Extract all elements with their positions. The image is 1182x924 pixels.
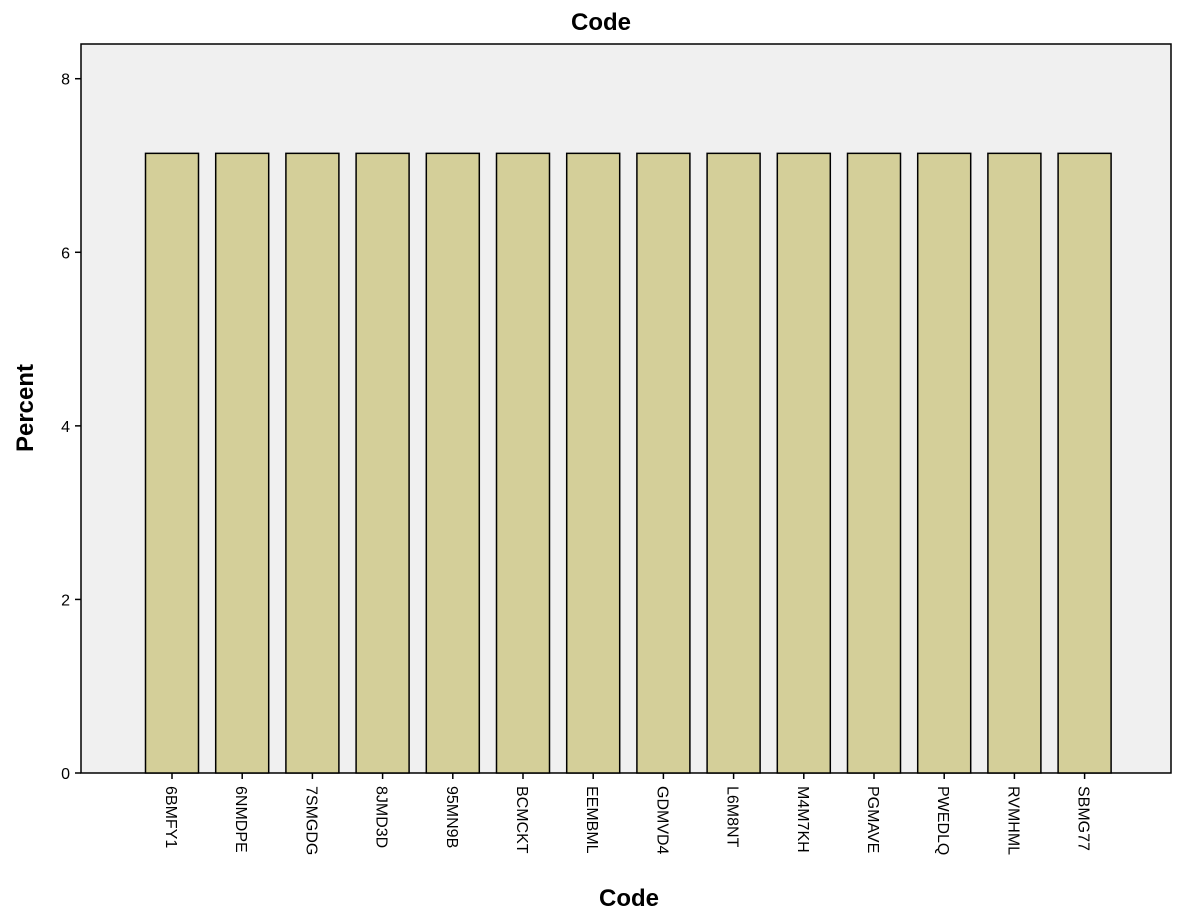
x-tick-label: 95MN9B xyxy=(443,786,460,848)
x-tick-label: BCMCKT xyxy=(513,786,530,854)
bar-pgmave xyxy=(848,153,901,773)
bar-sbmg77 xyxy=(1058,153,1111,773)
y-tick-label: 0 xyxy=(61,766,70,783)
x-tick-label: 6NMDPE xyxy=(232,786,249,853)
bar-6nmdpe xyxy=(216,153,269,773)
x-axis-label: Code xyxy=(599,885,659,912)
bar-eembml xyxy=(567,153,620,773)
x-tick-label: 8JMD3D xyxy=(373,786,390,848)
bar-l6m8nt xyxy=(707,153,760,773)
x-tick-label: GDMVD4 xyxy=(653,786,670,855)
bar-7smgdg xyxy=(286,153,339,773)
x-tick-label: M4M7KH xyxy=(794,786,811,853)
x-tick-label: 7SMGDG xyxy=(302,786,319,855)
bar-m4m7kh xyxy=(777,153,830,773)
bar-gdmvd4 xyxy=(637,153,690,773)
x-tick-label: L6M8NT xyxy=(724,786,741,848)
bar-6bmfy1 xyxy=(146,153,199,773)
x-tick-label: RVMHML xyxy=(1004,786,1021,855)
bar-95mn9b xyxy=(426,153,479,773)
bar-bcmckt xyxy=(497,153,550,773)
y-tick-label: 4 xyxy=(61,419,70,436)
bar-rvmhml xyxy=(988,153,1041,773)
bar-pwedlq xyxy=(918,153,971,773)
y-tick-label: 8 xyxy=(61,72,70,89)
y-tick-label: 2 xyxy=(61,592,70,609)
y-axis-label: Percent xyxy=(12,364,39,452)
y-tick-label: 6 xyxy=(61,245,70,262)
x-tick-label: EEMBML xyxy=(583,786,600,854)
chart-title: Code xyxy=(571,9,631,36)
bar-8jmd3d xyxy=(356,153,409,773)
x-tick-label: SBMG77 xyxy=(1075,786,1092,851)
x-tick-label: 6BMFY1 xyxy=(162,786,179,848)
x-tick-label: PGMAVE xyxy=(864,786,881,853)
x-tick-label: PWEDLQ xyxy=(934,786,951,855)
